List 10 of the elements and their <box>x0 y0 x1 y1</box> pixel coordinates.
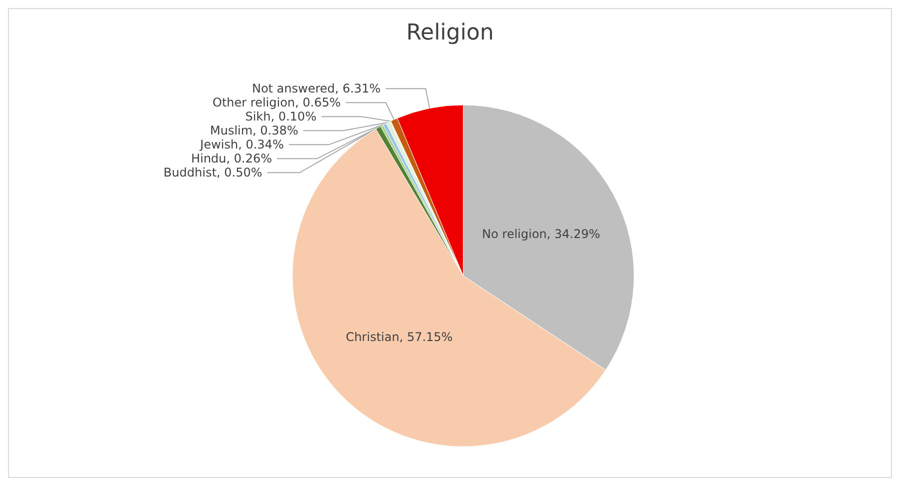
slice-label: Jewish, 0.34% <box>199 138 284 152</box>
slice-label: Christian, 57.15% <box>346 330 453 344</box>
slice-label: Hindu, 0.26% <box>191 152 272 166</box>
slice-label: Not answered, 6.31% <box>252 82 381 96</box>
slice-label: Muslim, 0.38% <box>210 124 298 138</box>
slice-label: Sikh, 0.10% <box>245 110 316 124</box>
slice-label: No religion, 34.29% <box>482 226 600 241</box>
slice-label: Other religion, 0.65% <box>212 96 341 110</box>
chart-title: Religion <box>406 20 494 46</box>
slice-label: Buddhist, 0.50% <box>164 166 262 180</box>
